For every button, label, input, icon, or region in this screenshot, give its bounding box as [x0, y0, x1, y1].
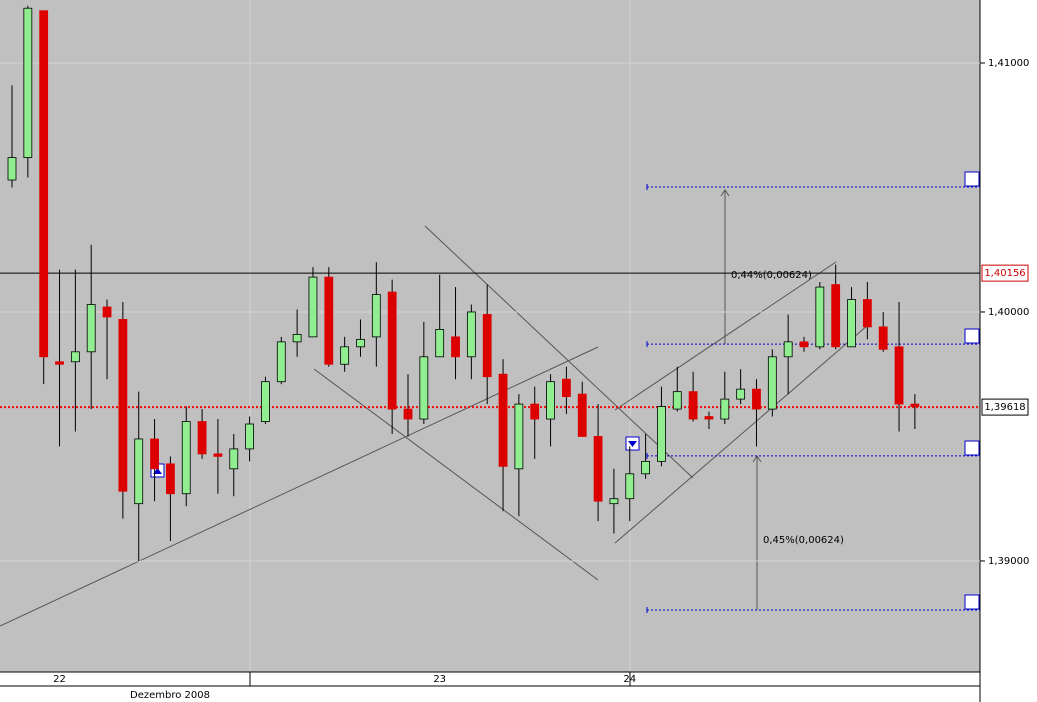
- candle-body: [657, 406, 666, 462]
- candle-body: [55, 361, 64, 365]
- candle-body: [641, 460, 650, 475]
- x-tick-label: 22: [53, 674, 66, 685]
- candle-body: [181, 421, 191, 495]
- signal-arrow: [153, 468, 162, 474]
- candle-body: [546, 381, 555, 420]
- candle-body: [720, 398, 730, 420]
- y-tick-label: 1,39000: [988, 556, 1029, 567]
- candle-body: [498, 373, 508, 467]
- icon: [964, 440, 980, 456]
- trendline: [614, 324, 869, 544]
- y-tick-label: 1,41000: [988, 58, 1029, 69]
- candle-body: [466, 311, 476, 358]
- candle-body: [86, 304, 96, 353]
- candle-body: [23, 7, 33, 159]
- candle-body: [577, 393, 587, 437]
- candle-body: [213, 453, 223, 457]
- candle-body: [118, 319, 128, 492]
- candle-body: [767, 356, 777, 410]
- price-marker-box: [981, 398, 1029, 416]
- candle-body: [878, 326, 888, 350]
- candle-body: [165, 463, 175, 495]
- candle-body: [625, 473, 635, 500]
- candle-body: [39, 10, 49, 358]
- candle-body: [419, 356, 429, 420]
- candle-body: [229, 448, 239, 470]
- order-icons: [150, 171, 980, 610]
- trendline: [313, 368, 599, 581]
- candle-body: [783, 341, 793, 358]
- x-tick-label: 23: [433, 674, 446, 685]
- candle-body: [276, 341, 286, 383]
- trendline: [424, 225, 694, 479]
- measure-label: 0,44%(0,00624): [731, 270, 812, 281]
- candle-body: [862, 299, 872, 328]
- candle-body: [403, 408, 413, 420]
- candle-body: [261, 381, 270, 422]
- measure-arrows: [720, 189, 762, 610]
- candle-body: [815, 286, 825, 348]
- price-marker-label: 1,40156: [984, 268, 1025, 279]
- price-marker-box: [981, 264, 1029, 282]
- candle-body: [371, 294, 381, 338]
- candle-body: [514, 403, 524, 470]
- x-tick-label: 24: [623, 674, 636, 685]
- candle-body: [451, 336, 460, 358]
- candle-body: [482, 314, 492, 378]
- measure-label: 0,45%(0,00624): [763, 535, 844, 546]
- candle-body: [894, 346, 904, 405]
- candle-body: [752, 388, 761, 410]
- candle-body: [7, 157, 17, 181]
- icon: [964, 328, 980, 344]
- candle-body: [799, 341, 809, 348]
- candle-body: [197, 421, 207, 455]
- candle-body: [70, 351, 80, 363]
- candle-body: [102, 306, 112, 318]
- candle-body: [847, 299, 856, 348]
- candle-body: [609, 498, 619, 505]
- price-marker-label: 1,39618: [984, 402, 1025, 413]
- arrow-head: [720, 189, 730, 197]
- candle-body: [435, 329, 445, 358]
- trendline: [0, 346, 599, 627]
- candle-body: [530, 403, 540, 420]
- candle-body: [324, 276, 334, 365]
- candle-body: [292, 333, 302, 343]
- candle-body: [831, 284, 841, 348]
- candle-body: [593, 436, 603, 502]
- candle-body: [356, 338, 365, 348]
- candle-body: [688, 391, 698, 420]
- signal-arrow: [628, 441, 637, 447]
- candle-body: [387, 291, 397, 410]
- candle-body: [134, 438, 144, 505]
- candle-body: [704, 416, 714, 420]
- candle-body: [736, 388, 746, 400]
- candle-body: [910, 403, 920, 407]
- candle-body: [245, 423, 255, 450]
- y-tick-label: 1,40000: [988, 307, 1029, 318]
- candle-body: [340, 346, 350, 365]
- icon: [964, 594, 980, 610]
- candle-body: [308, 276, 318, 338]
- candle-body: [150, 438, 159, 470]
- candle-body: [672, 391, 682, 410]
- x-axis-label: Dezembro 2008: [130, 690, 210, 701]
- icon: [964, 171, 980, 187]
- candle-body: [562, 378, 571, 398]
